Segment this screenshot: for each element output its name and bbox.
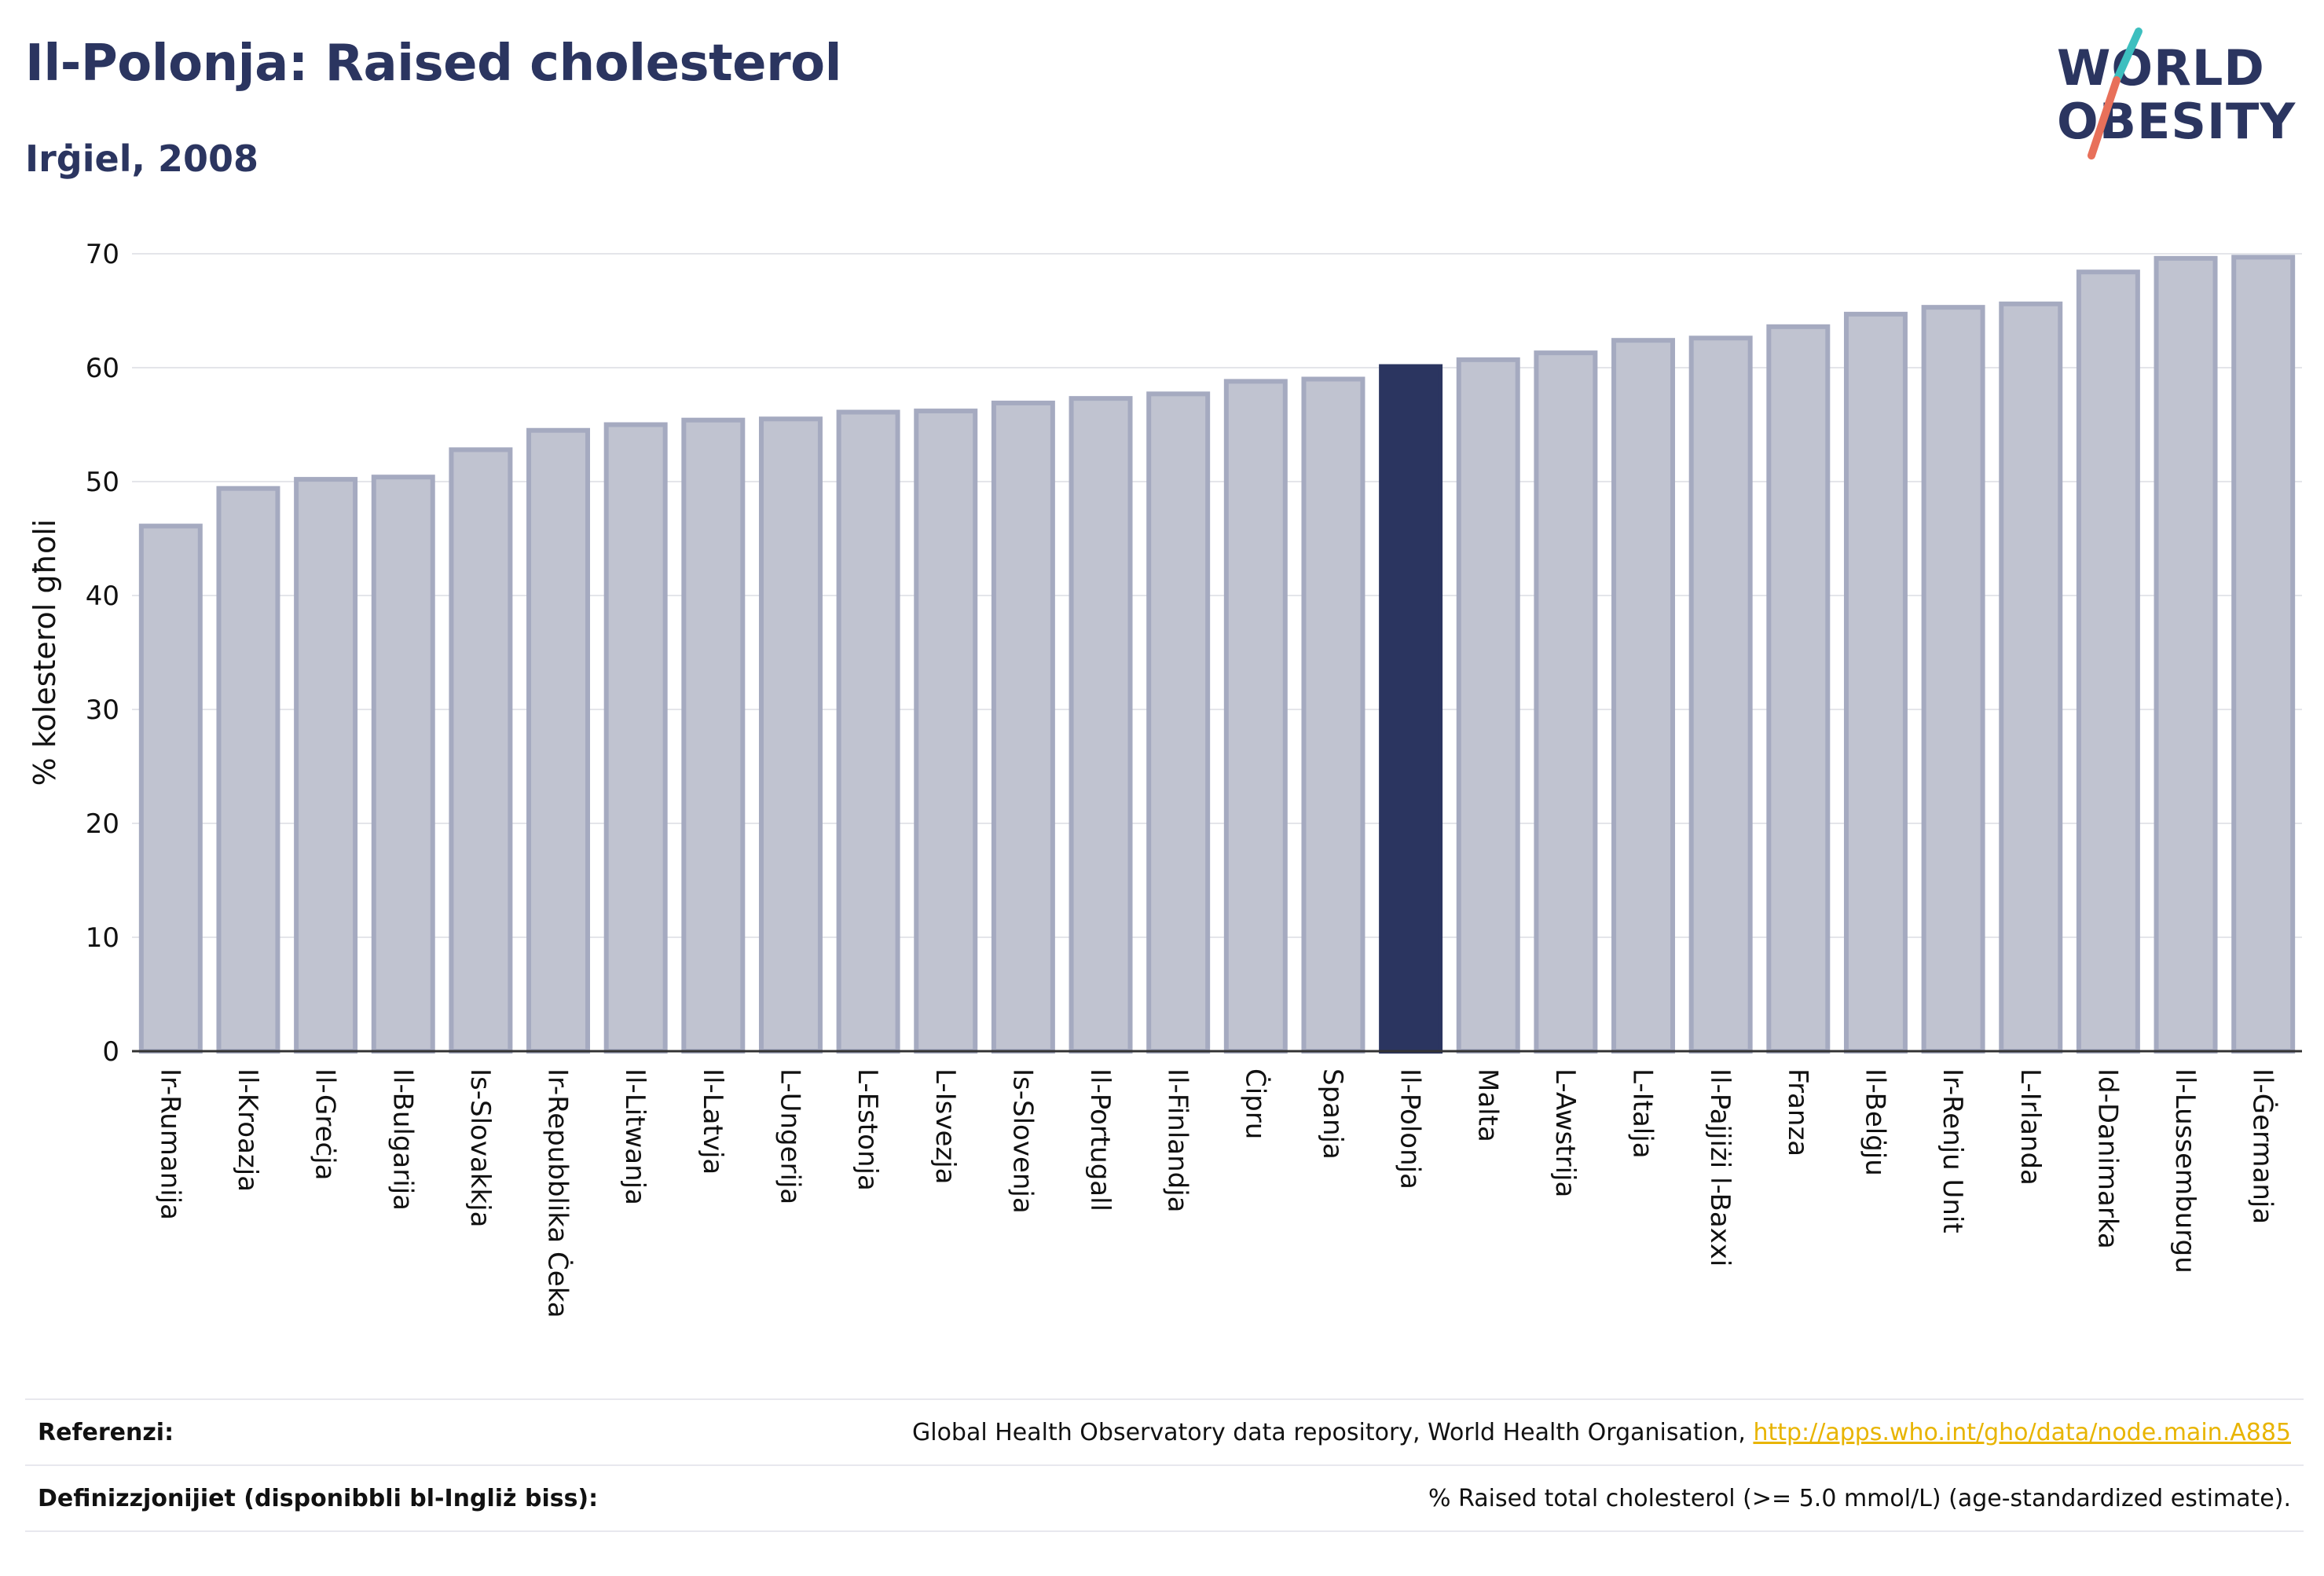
bar (1766, 324, 1831, 1054)
y-tick-label: 60 (86, 353, 119, 384)
x-tick-label: Il-Finlandja (1162, 1068, 1193, 1213)
x-tick-label: Ir-Repubblika Ċeka (542, 1068, 574, 1318)
y-tick-label: 0 (102, 1036, 119, 1068)
logo-text-line1: WORLD (2057, 39, 2265, 97)
bar (2076, 269, 2140, 1054)
bar (371, 475, 435, 1054)
bar (1999, 301, 2063, 1054)
x-tick-label: L-Isvezja (929, 1068, 961, 1185)
bar (1146, 391, 1211, 1054)
x-tick-label: L-Estonja (852, 1068, 883, 1191)
bar (1456, 357, 1520, 1054)
x-tick-label: Il-Pajjiżi l-Baxxi (1704, 1068, 1736, 1266)
bar-highlight (1379, 364, 1443, 1054)
references-link[interactable]: http://apps.who.int/gho/data/node.main.A… (1753, 1418, 2291, 1446)
bar (914, 409, 978, 1054)
x-tick-label: Malta (1472, 1068, 1503, 1142)
x-tick-label: Franza (1782, 1068, 1813, 1156)
x-tick-label: L-Awstrija (1549, 1068, 1581, 1197)
references-text: Global Health Observatory data repositor… (912, 1418, 1746, 1446)
x-tick-label: L-Ungerija (774, 1068, 805, 1204)
definitions-label: Definizzjonijiet (disponibbli bl-Ingliż … (38, 1484, 599, 1512)
bar (681, 417, 746, 1054)
y-tick-label: 20 (86, 808, 119, 840)
footer: Referenzi: Global Health Observatory dat… (25, 1398, 2304, 1532)
bar-chart: 0 10 20 30 40 50 60 70 % kolesterol għoli Ir-Ruma… (27, 239, 2302, 1318)
y-tick-label: 70 (86, 239, 119, 270)
x-tick-label: Ċipru (1239, 1068, 1271, 1139)
bar (1223, 379, 1288, 1054)
x-tick-label: Il-Belġju (1859, 1068, 1890, 1176)
bar (1843, 311, 1908, 1054)
bar (991, 400, 1055, 1054)
x-tick-label: Spanja (1317, 1068, 1348, 1160)
x-tick-label: Il-Polonja (1395, 1068, 1426, 1189)
x-tick-label: Id-Danimarka (2091, 1068, 2123, 1249)
x-tick-label: L-Italja (1627, 1068, 1659, 1159)
bar (2231, 255, 2296, 1054)
bar (2154, 255, 2218, 1054)
bar (603, 422, 668, 1054)
bar (138, 523, 203, 1054)
bar (836, 409, 900, 1054)
bar (1534, 350, 1598, 1054)
logo-slash-icon (2088, 27, 2143, 159)
bar (1301, 376, 1365, 1054)
bar (758, 416, 823, 1054)
x-tick-label: Il-Greċja (310, 1068, 341, 1180)
x-tick-label: Il-Kroazja (232, 1068, 263, 1192)
bar (216, 486, 280, 1054)
bar (1069, 396, 1133, 1054)
references-value: Global Health Observatory data repositor… (912, 1419, 2304, 1446)
bar (1921, 305, 1985, 1054)
x-tick-label: Ir-Renju Unit (1937, 1068, 1968, 1233)
x-tick-label: Il-Ġermanja (2247, 1068, 2279, 1224)
references-row: Referenzi: Global Health Observatory dat… (25, 1398, 2304, 1464)
bar (449, 447, 513, 1054)
y-tick-label: 10 (86, 922, 119, 954)
chart-subtitle: Irġiel, 2008 (25, 137, 258, 180)
x-tick-label: Il-Bulgarija (387, 1068, 418, 1211)
bar (294, 477, 358, 1054)
y-tick-label: 30 (86, 695, 119, 726)
x-tick-label: Is-Slovakkja (464, 1068, 496, 1227)
x-tick-label: Il-Lussemburgu (2169, 1068, 2201, 1274)
x-tick-label: Ir-Rumanija (154, 1068, 185, 1220)
y-tick-label: 50 (86, 467, 119, 498)
world-obesity-logo: WORLD OBESITY (2051, 24, 2310, 165)
bar (1688, 335, 1753, 1054)
chart-title: Il-Polonja: Raised cholesterol (25, 35, 842, 93)
y-tick-label: 40 (86, 581, 119, 612)
x-tick-label: Il-Latvja (697, 1068, 728, 1175)
bar (526, 427, 591, 1054)
y-axis-label: % kolesterol għoli (27, 519, 62, 786)
x-tick-label: L-Irlanda (2014, 1068, 2046, 1186)
bar (1611, 338, 1676, 1054)
x-tick-label: Il-Portugall (1084, 1068, 1116, 1211)
definitions-text: % Raised total cholesterol (>= 5.0 mmol/… (1428, 1484, 2291, 1512)
definitions-row: Definizzjonijiet (disponibbli bl-Ingliż … (25, 1464, 2304, 1532)
x-tick-label: Is-Slovenja (1006, 1068, 1038, 1214)
x-tick-label: Il-Litwanja (619, 1068, 651, 1205)
references-label: Referenzi: (38, 1418, 174, 1446)
